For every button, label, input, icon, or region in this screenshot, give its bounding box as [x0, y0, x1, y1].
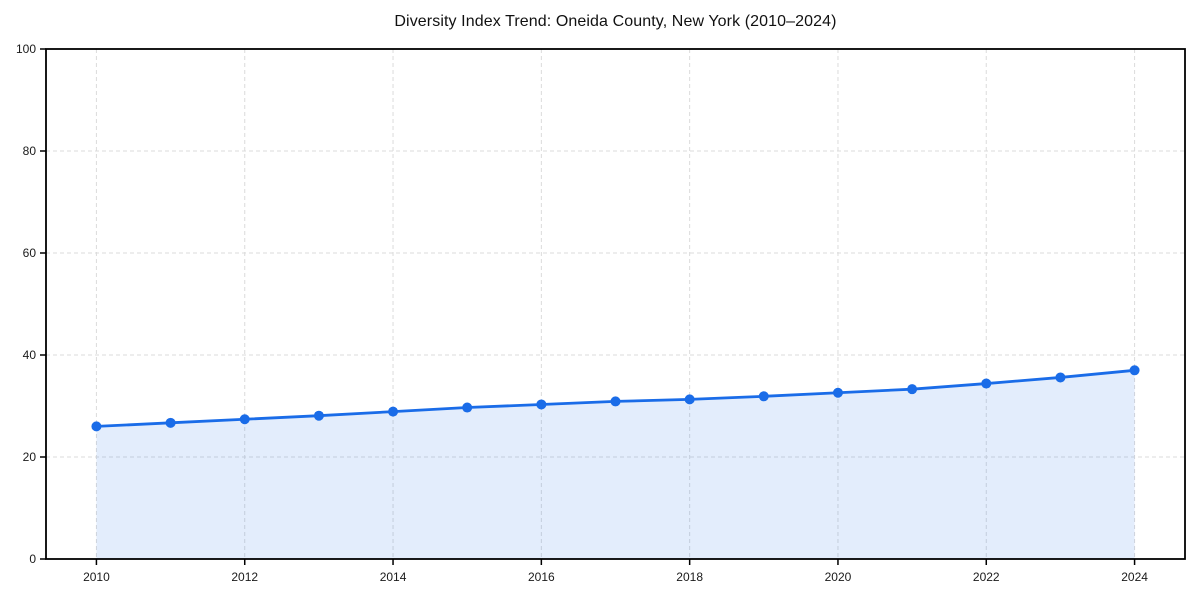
data-point-2011: [165, 417, 176, 428]
data-point-2010: [91, 421, 102, 432]
x-tick-label: 2012: [231, 570, 258, 584]
data-point-2015: [462, 402, 473, 413]
data-point-2018: [684, 394, 695, 405]
x-tick-label: 2010: [83, 570, 110, 584]
data-point-2020: [832, 387, 843, 398]
y-tick-label: 20: [23, 450, 37, 464]
data-point-2019: [758, 391, 769, 402]
y-tick-label: 0: [29, 552, 36, 566]
data-point-2016: [536, 399, 547, 410]
data-point-2021: [907, 384, 918, 395]
x-tick-label: 2014: [380, 570, 407, 584]
data-point-2017: [610, 396, 621, 407]
y-tick-label: 60: [23, 246, 37, 260]
y-tick-label: 80: [23, 144, 37, 158]
x-tick-label: 2024: [1121, 570, 1148, 584]
y-tick-label: 100: [16, 42, 36, 56]
x-tick-label: 2016: [528, 570, 555, 584]
x-tick-label: 2020: [825, 570, 852, 584]
data-point-2013: [313, 410, 324, 421]
data-point-2024: [1129, 365, 1140, 376]
area-fill: [96, 370, 1135, 559]
data-point-2023: [1055, 372, 1066, 383]
axes-box: [45, 48, 1186, 560]
data-point-2022: [981, 378, 992, 389]
data-point-2014: [388, 406, 399, 417]
y-tick-label: 40: [23, 348, 37, 362]
x-tick-label: 2022: [973, 570, 1000, 584]
x-tick-label: 2018: [676, 570, 703, 584]
chart-title: Diversity Index Trend: Oneida County, Ne…: [394, 13, 837, 30]
data-point-2012: [239, 414, 250, 425]
